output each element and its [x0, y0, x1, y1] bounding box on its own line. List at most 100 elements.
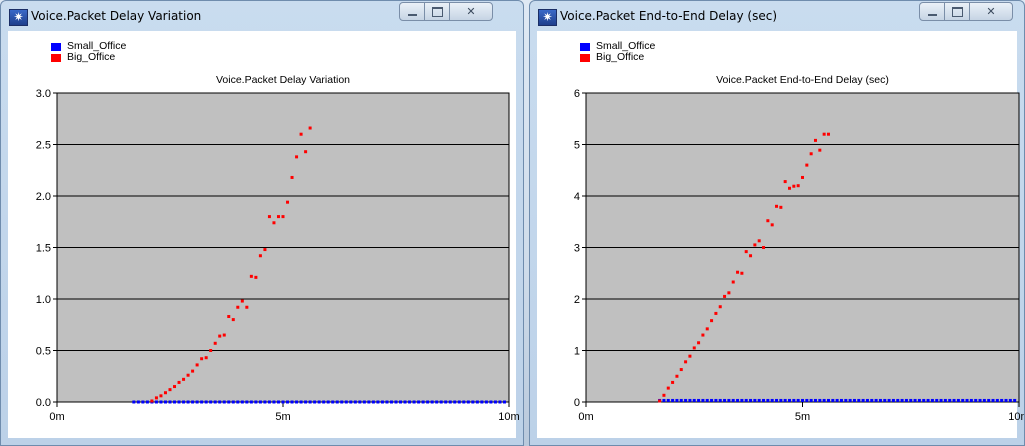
close-icon: ✕ [986, 5, 996, 18]
point-small-office [844, 398, 848, 402]
legend-item-big-office: Big_Office [51, 52, 126, 63]
point-small-office [909, 398, 913, 402]
point-big-office [150, 399, 154, 403]
point-big-office [718, 305, 722, 309]
point-small-office [697, 398, 701, 402]
point-big-office [263, 248, 267, 252]
point-small-office [848, 398, 852, 402]
close-button[interactable]: ✕ [969, 2, 1013, 21]
title-bar[interactable]: ✷ Voice.Packet End-to-End Delay (sec) ✕ [530, 1, 1024, 31]
point-small-office [154, 400, 158, 404]
point-small-office [466, 400, 470, 404]
point-small-office [995, 398, 999, 402]
point-small-office [718, 398, 722, 402]
point-big-office [770, 223, 774, 227]
point-small-office [813, 398, 817, 402]
minimize-button[interactable] [399, 2, 425, 21]
point-small-office [331, 400, 335, 404]
point-big-office [159, 394, 163, 398]
point-big-office [254, 275, 258, 279]
y-tick-label: 6 [574, 88, 580, 100]
point-small-office [249, 400, 253, 404]
point-small-office [231, 400, 235, 404]
point-small-office [480, 400, 484, 404]
point-small-office [796, 398, 800, 402]
maximize-button[interactable] [944, 2, 970, 21]
point-small-office [286, 400, 290, 404]
y-tick-label: 2.5 [36, 140, 51, 152]
point-big-office [222, 333, 226, 337]
point-small-office [453, 400, 457, 404]
point-small-office [462, 400, 466, 404]
point-small-office [204, 400, 208, 404]
point-small-office [736, 398, 740, 402]
app-star-icon[interactable]: ✷ [9, 9, 28, 26]
point-small-office [195, 400, 199, 404]
point-small-office [421, 400, 425, 404]
point-small-office [353, 400, 357, 404]
point-small-office [367, 400, 371, 404]
point-small-office [757, 398, 761, 402]
point-small-office [141, 400, 145, 404]
point-small-office [831, 398, 835, 402]
point-big-office [740, 271, 744, 275]
point-small-office [896, 398, 900, 402]
point-small-office [290, 400, 294, 404]
point-big-office [679, 368, 683, 372]
window-title: Voice.Packet Delay Variation [31, 9, 202, 23]
point-big-office [272, 221, 276, 225]
point-small-office [770, 398, 774, 402]
chart-title: Voice.Packet Delay Variation [215, 74, 351, 86]
point-small-office [839, 398, 843, 402]
point-small-office [779, 398, 783, 402]
point-small-office [335, 400, 339, 404]
point-small-office [439, 400, 443, 404]
point-small-office [982, 398, 986, 402]
point-big-office [675, 374, 679, 378]
point-small-office [965, 398, 969, 402]
point-small-office [705, 398, 709, 402]
point-small-office [788, 398, 792, 402]
title-bar[interactable]: ✷ Voice.Packet Delay Variation ✕ [1, 1, 523, 31]
point-small-office [775, 398, 779, 402]
maximize-button[interactable] [424, 2, 450, 21]
point-big-office [308, 126, 312, 130]
x-tick-label: 10m [498, 411, 519, 423]
point-small-office [471, 400, 475, 404]
point-big-office [796, 184, 800, 188]
point-small-office [394, 400, 398, 404]
window-title: Voice.Packet End-to-End Delay (sec) [560, 9, 777, 23]
app-star-icon[interactable]: ✷ [538, 9, 557, 26]
legend-swatch [580, 53, 590, 62]
point-small-office [762, 398, 766, 402]
minimize-button[interactable] [919, 2, 945, 21]
point-big-office [191, 369, 195, 373]
point-small-office [714, 398, 718, 402]
point-big-office [753, 243, 757, 247]
point-big-office [281, 215, 285, 219]
point-small-office [326, 400, 330, 404]
point-small-office [191, 400, 195, 404]
point-small-office [308, 400, 312, 404]
point-big-office [813, 138, 817, 142]
close-button[interactable]: ✕ [449, 2, 493, 21]
point-small-office [978, 398, 982, 402]
point-small-office [213, 400, 217, 404]
point-small-office [679, 398, 683, 402]
point-big-office [684, 360, 688, 364]
point-small-office [240, 400, 244, 404]
point-small-office [426, 400, 430, 404]
point-small-office [749, 398, 753, 402]
point-big-office [249, 274, 253, 278]
window-controls: ✕ [919, 2, 1013, 22]
point-small-office [412, 400, 416, 404]
point-small-office [692, 398, 696, 402]
point-small-office [744, 398, 748, 402]
point-big-office [757, 239, 761, 243]
y-tick-label: 1.0 [36, 294, 51, 306]
point-small-office [489, 400, 493, 404]
point-small-office [666, 398, 670, 402]
y-tick-label: 2 [574, 294, 580, 306]
point-small-office [883, 398, 887, 402]
point-big-office [209, 349, 213, 352]
